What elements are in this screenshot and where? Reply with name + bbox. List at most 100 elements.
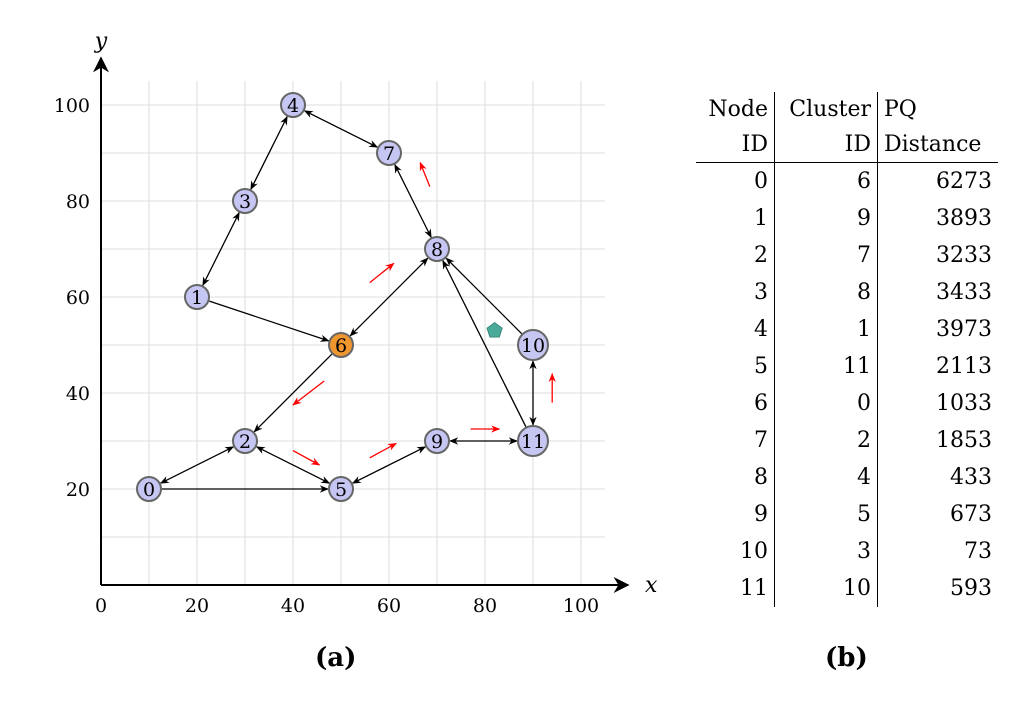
- edge-7-8: [394, 163, 432, 239]
- x-axis-label: x: [645, 573, 658, 598]
- cell-cluster-id: 7: [774, 237, 878, 274]
- node-circle: [184, 284, 210, 310]
- x-tick-label: 20: [185, 595, 209, 617]
- graph-diagram: 0 20 40 60 80 100 20 40 60 80 100 x y 0 1 2 3 4 5 6 7 8 9 10 11: [54, 29, 658, 617]
- edge-5-9: [351, 446, 427, 484]
- edge-6-8: [349, 257, 429, 337]
- node-circle: [517, 329, 549, 361]
- table-row: 11 10 593: [696, 570, 998, 607]
- node-label: 7: [383, 143, 395, 165]
- cell-cluster-id: 11: [774, 348, 878, 385]
- node-label: 3: [239, 191, 251, 213]
- cell-node-id: 5: [696, 348, 775, 385]
- cell-node-id: 6: [696, 385, 775, 422]
- node-3: 3: [232, 188, 258, 214]
- cell-cluster-id: 0: [774, 385, 878, 422]
- node-label: 6: [335, 335, 347, 357]
- header-pq: PQ: [884, 97, 917, 122]
- node-5: 5: [328, 476, 354, 502]
- node-8: 8: [424, 236, 450, 262]
- node-1: 1: [184, 284, 210, 310]
- cell-cluster-id: 2: [774, 422, 878, 459]
- node-7: 7: [376, 140, 402, 166]
- table-row: 2 7 3233: [696, 237, 998, 274]
- y-tick-label: 60: [66, 287, 90, 309]
- node-label: 2: [239, 431, 251, 453]
- cell-node-id: 8: [696, 459, 775, 496]
- x-tick-label: 40: [281, 595, 305, 617]
- table-row: 7 2 1853: [696, 422, 998, 459]
- cell-pq-distance: 433: [950, 465, 992, 490]
- search-path-arrow: [369, 262, 395, 284]
- y-tick-label: 80: [66, 191, 90, 213]
- node-6: 6: [328, 332, 354, 358]
- edge-3-4: [250, 115, 288, 191]
- table-header-row: ID ID Distance: [696, 127, 998, 163]
- search-path-arrows: [292, 161, 556, 466]
- cell-pq-distance: 3433: [936, 280, 992, 305]
- cell-node-id: 7: [696, 422, 775, 459]
- table-row: 8 4 433: [696, 459, 998, 496]
- edge-4-7: [303, 110, 379, 148]
- cell-pq-distance: 673: [950, 502, 992, 527]
- cell-cluster-id: 4: [774, 459, 878, 496]
- header-id: ID: [774, 127, 878, 163]
- cell-cluster-id: 6: [774, 162, 878, 200]
- table-row: 5 11 2113: [696, 348, 998, 385]
- node-circle: [424, 428, 450, 454]
- node-label: 8: [431, 239, 443, 261]
- table-row: 9 5 673: [696, 496, 998, 533]
- table-header-row: Node Cluster PQ: [696, 92, 998, 127]
- cell-pq-distance: 3973: [936, 317, 992, 342]
- node-circle: [232, 188, 258, 214]
- cell-node-id: 10: [696, 533, 775, 570]
- node-label: 4: [287, 95, 299, 117]
- node-2: 2: [232, 428, 258, 454]
- table-row: 1 9 3893: [696, 200, 998, 237]
- node-circle: [136, 476, 162, 502]
- node-label: 1: [191, 287, 203, 309]
- search-path-arrow: [419, 161, 431, 187]
- cell-cluster-id: 3: [774, 533, 878, 570]
- node-label: 10: [521, 335, 545, 357]
- search-path-arrow: [369, 442, 397, 459]
- node-circle: [232, 428, 258, 454]
- edge-10-8: [445, 257, 523, 335]
- edge-11-8: [442, 259, 527, 427]
- header-node: Node: [696, 92, 775, 127]
- node-label: 0: [143, 479, 155, 501]
- cell-pq-distance: 1853: [936, 428, 992, 453]
- y-tick-label: 40: [66, 383, 90, 405]
- cell-pq-distance: 6273: [936, 169, 992, 194]
- node-label: 9: [431, 431, 443, 453]
- cell-pq-distance: 73: [964, 539, 992, 564]
- node-0: 0: [136, 476, 162, 502]
- query-point-marker: [486, 322, 503, 338]
- x-tick-label: 60: [377, 595, 401, 617]
- node-circle: [424, 236, 450, 262]
- edge-0-2: [159, 446, 235, 484]
- node-label: 5: [335, 479, 347, 501]
- table-row: 10 3 73: [696, 533, 998, 570]
- cell-cluster-id: 10: [774, 570, 878, 607]
- y-axis-label: y: [94, 29, 108, 54]
- cell-node-id: 2: [696, 237, 775, 274]
- pq-distance-table: Node Cluster PQ ID ID Distance 0 6 6273 1 9 3…: [696, 92, 998, 607]
- edge-6-2: [253, 353, 333, 433]
- cell-pq-distance: 593: [950, 576, 992, 601]
- cell-node-id: 4: [696, 311, 775, 348]
- header-distance: Distance: [877, 127, 998, 163]
- search-path-arrow: [292, 380, 325, 406]
- cell-pq-distance: 2113: [936, 354, 992, 379]
- header-cluster: Cluster: [774, 92, 878, 127]
- cell-cluster-id: 5: [774, 496, 878, 533]
- edge-2-5: [255, 446, 331, 484]
- cell-cluster-id: 8: [774, 274, 878, 311]
- edges: [159, 110, 537, 493]
- x-tick-label: 80: [473, 595, 497, 617]
- cell-node-id: 0: [696, 162, 775, 200]
- table-row: 6 0 1033: [696, 385, 998, 422]
- x-tick-label: 0: [95, 595, 107, 617]
- nodes: 0 1 2 3 4 5 6 7 8 9 10 11: [136, 92, 549, 502]
- node-11: 11: [517, 425, 549, 457]
